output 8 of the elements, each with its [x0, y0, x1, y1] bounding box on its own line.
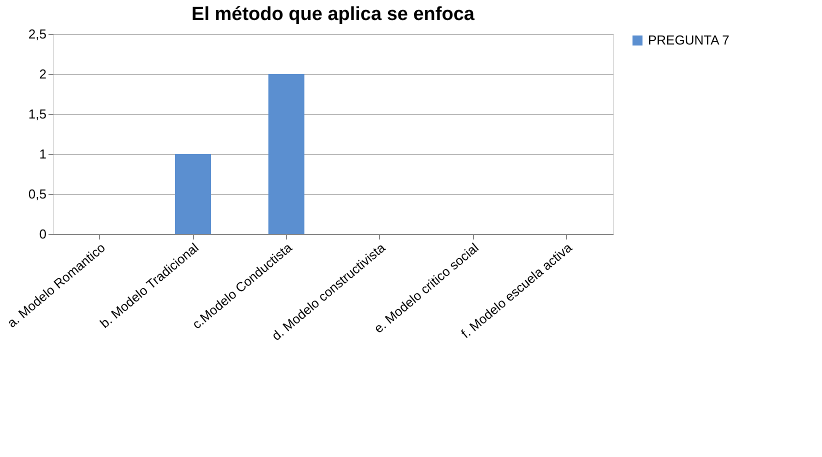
y-tick-label: 0 [39, 226, 46, 242]
y-tick-label: 2,5 [28, 26, 46, 42]
y-tick-label: 0,5 [28, 186, 46, 202]
legend-label: PREGUNTA 7 [648, 32, 730, 48]
y-tick-label: 2 [39, 66, 46, 82]
y-tick-label: 1 [39, 146, 46, 162]
y-tick-label: 1,5 [28, 106, 46, 122]
chart-title: El método que aplica se enfoca [192, 4, 475, 25]
